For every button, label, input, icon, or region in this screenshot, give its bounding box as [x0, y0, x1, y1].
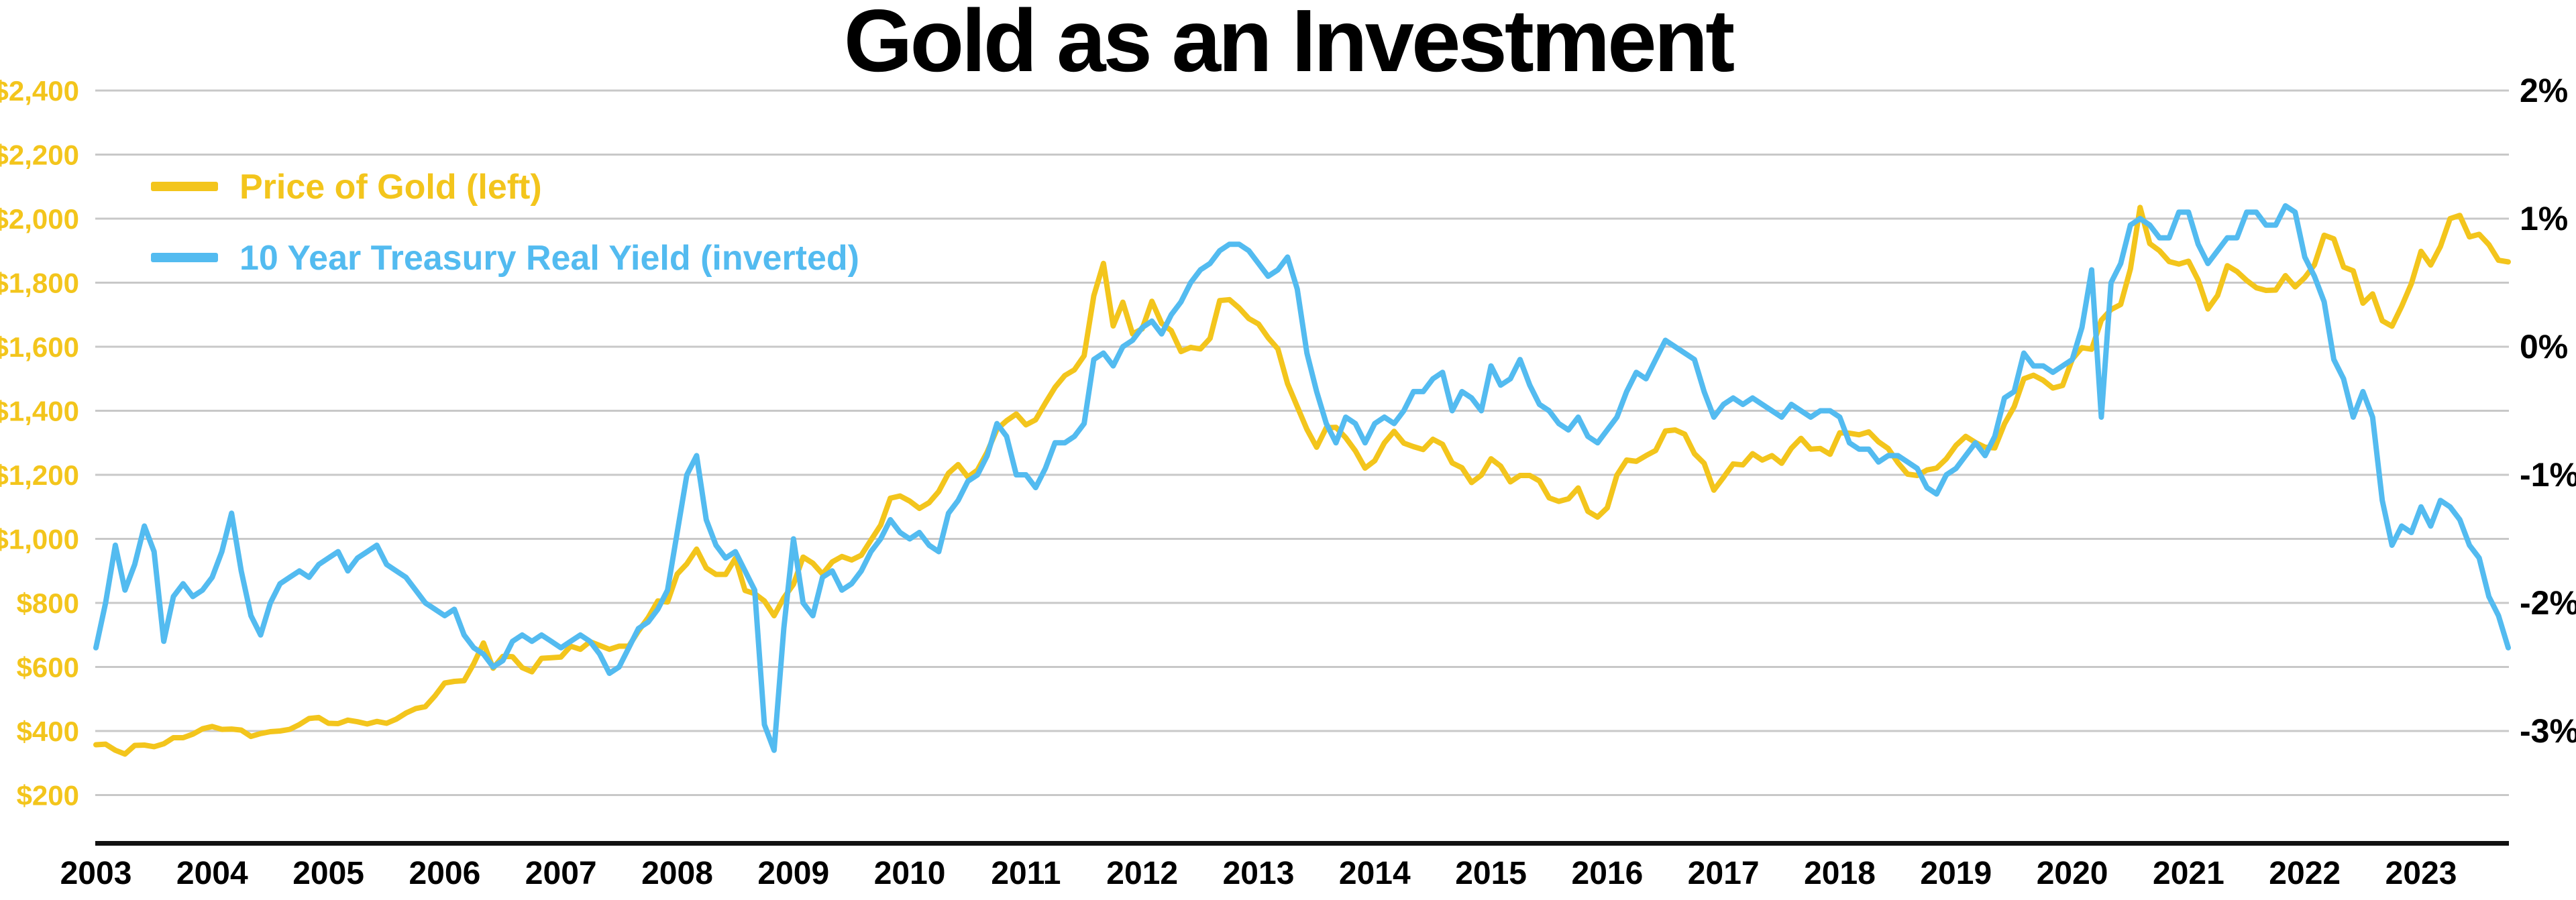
x-axis-year-label: 2007 [525, 856, 597, 891]
chart-title: Gold as an Investment [844, 0, 1734, 90]
left-axis-tick: $200 [17, 780, 79, 811]
gold-legend-label: Price of Gold (left) [239, 168, 542, 207]
x-axis-year-label: 2003 [60, 856, 132, 891]
x-axis-year-label: 2010 [874, 856, 946, 891]
x-axis-year-label: 2018 [1804, 856, 1876, 891]
left-axis-tick: $1,200 [0, 459, 79, 491]
left-axis-tick: $400 [17, 716, 79, 747]
right-axis-tick: -3% [2520, 712, 2576, 750]
right-axis-tick: -1% [2520, 456, 2576, 494]
x-axis-year-label: 2021 [2153, 856, 2224, 891]
left-axis-tick-labels: $2,400 $2,200 $2,000 $1,800 $1,600 $1,400 $1,2… [0, 75, 79, 811]
left-axis-tick: $1,600 [0, 331, 79, 363]
x-axis-year-label: 2013 [1223, 856, 1295, 891]
right-axis-tick: -2% [2520, 584, 2576, 622]
x-axis-year-label: 2015 [1455, 856, 1527, 891]
x-axis-year-label: 2009 [757, 856, 829, 891]
x-axis-year-label: 2023 [2385, 856, 2457, 891]
x-axis-year-labels: 2003 2004 2005 2006 2007 2008 2009 2010 2011 2012… [60, 856, 2457, 891]
yield-legend-label: 10 Year Treasury Real Yield (inverted) [239, 239, 859, 278]
x-axis-baseline [95, 841, 2509, 846]
left-axis-tick: $600 [17, 652, 79, 683]
left-axis-tick: $800 [17, 587, 79, 619]
gridlines [95, 89, 2509, 796]
x-axis-year-label: 2014 [1339, 856, 1411, 891]
left-axis-tick: $1,400 [0, 396, 79, 427]
x-axis-year-label: 2011 [991, 856, 1061, 891]
x-axis-year-label: 2022 [2269, 856, 2341, 891]
right-axis-tick: 1% [2520, 200, 2568, 237]
x-axis-year-label: 2020 [2037, 856, 2108, 891]
yield-legend-swatch-icon [151, 253, 218, 262]
legend: Price of Gold (left) 10 Year Treasury Re… [151, 168, 859, 278]
left-axis-tick: $1,000 [0, 524, 79, 555]
left-axis-tick: $2,000 [0, 203, 79, 235]
x-axis-year-label: 2006 [409, 856, 481, 891]
treasury-real-yield-line [93, 203, 2511, 753]
x-axis-year-label: 2005 [292, 856, 364, 891]
x-axis-year-label: 2012 [1106, 856, 1178, 891]
data-series [93, 203, 2511, 757]
x-axis-year-label: 2004 [176, 856, 248, 891]
left-axis-tick: $2,400 [0, 75, 79, 107]
x-axis-year-label: 2019 [1920, 856, 1992, 891]
gold-price-line [93, 205, 2511, 757]
left-axis-tick: $1,800 [0, 268, 79, 299]
right-axis-tick-labels: 2% 1% 0% -1% -2% -3% [2520, 72, 2576, 750]
x-axis-year-label: 2008 [641, 856, 713, 891]
x-axis-year-label: 2016 [1572, 856, 1644, 891]
left-axis-tick: $2,200 [0, 139, 79, 171]
x-axis-year-label: 2017 [1688, 856, 1760, 891]
right-axis-tick: 0% [2520, 328, 2568, 365]
right-axis-tick: 2% [2520, 72, 2568, 109]
gold-legend-swatch-icon [151, 182, 218, 191]
